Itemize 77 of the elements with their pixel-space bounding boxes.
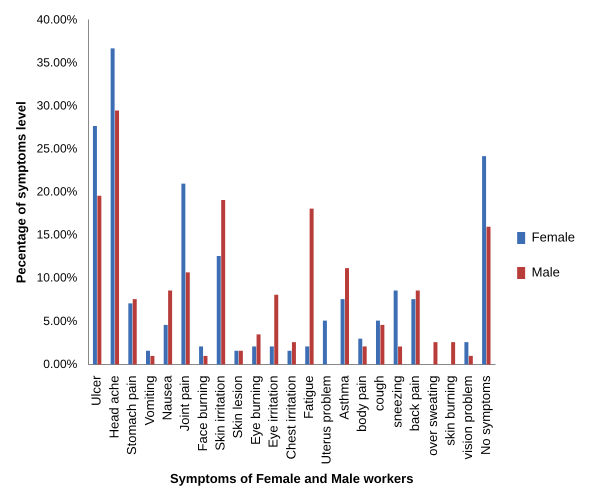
x-tick-label: No symptoms: [478, 375, 493, 455]
x-tick-label: Head ache: [106, 376, 122, 438]
bar: [376, 320, 380, 365]
bar: [482, 156, 486, 365]
bar: [322, 320, 327, 365]
x-tick-label: Uterus problem: [318, 376, 334, 464]
x-tick-label: over sweating: [424, 376, 440, 456]
bar: [380, 324, 384, 365]
bar: [204, 356, 208, 365]
bar: [416, 290, 420, 365]
bar: [238, 350, 243, 365]
bar: [486, 226, 491, 365]
bar: [234, 350, 238, 365]
bar: [252, 346, 256, 365]
bar: [411, 299, 416, 365]
x-tick-label: sneezing: [389, 376, 404, 428]
bar: [168, 290, 172, 365]
bar: [164, 324, 168, 365]
y-tick-label: 5.00%: [43, 314, 78, 328]
x-tick-label: Face burning: [194, 376, 210, 452]
y-tick-label: 30.00%: [36, 98, 78, 112]
x-tick-label: Skin lesion: [230, 376, 246, 438]
bar: [92, 126, 97, 365]
bar: [288, 350, 292, 365]
y-tick-label: 0.00%: [43, 356, 78, 371]
bar: [256, 334, 261, 365]
bar: [146, 350, 150, 365]
x-tick-label: body pain: [354, 376, 370, 432]
bar: [186, 272, 190, 365]
y-tick-label: 25.00%: [36, 142, 78, 156]
x-tick-label: back pain: [407, 376, 422, 432]
bar: [464, 342, 468, 365]
x-tick-label: Eye irritation: [266, 376, 281, 448]
bar: [394, 290, 398, 365]
bar: [150, 356, 154, 365]
x-tick-label: Vomiting: [142, 376, 157, 426]
bar: [345, 268, 349, 365]
bar: [310, 208, 314, 365]
x-tick-label: cough: [372, 376, 387, 411]
x-tick-label: skin burning: [442, 376, 458, 446]
bar: [97, 196, 102, 365]
x-tick-label: Ulcer: [88, 374, 104, 406]
y-tick-label: 20.00%: [36, 184, 78, 199]
y-axis-title: Pecentage of symptoms level: [13, 101, 28, 284]
bar: [358, 338, 362, 365]
bar: [128, 303, 132, 365]
bar: [468, 356, 473, 365]
bar: [221, 200, 226, 365]
x-tick-label: vision problem: [460, 376, 476, 460]
bar: [132, 299, 137, 365]
bar: [110, 48, 115, 365]
y-tick-label: 35.00%: [36, 55, 78, 70]
y-tick-label: 40.00%: [36, 12, 78, 26]
bar: [362, 346, 367, 365]
y-tick-label: 15.00%: [36, 228, 78, 242]
bar: [292, 342, 296, 365]
bar: [270, 346, 274, 365]
bar: [115, 110, 120, 365]
bar: [305, 346, 310, 365]
x-tick-label: Joint pain: [177, 376, 192, 432]
x-tick-label: Skin irritation: [212, 376, 228, 451]
x-tick-label: Chest irritation: [283, 376, 298, 460]
x-tick-label: Eye burning: [248, 376, 263, 445]
x-tick-label: Nausea: [159, 374, 174, 420]
bar: [199, 346, 204, 365]
y-tick-label: 10.00%: [36, 270, 78, 285]
x-tick-label: Asthma: [336, 374, 352, 420]
x-tick-label: Fatigue: [300, 376, 316, 419]
x-axis-title: Symptoms of Female and Male workers: [170, 470, 414, 486]
bar: [451, 342, 456, 365]
bar: [181, 184, 186, 365]
legend-label: Female: [532, 230, 576, 245]
bar: [433, 342, 438, 365]
bar: [340, 299, 345, 365]
x-tick-label: Stomach pain: [124, 376, 140, 456]
legend-label: Male: [532, 264, 560, 280]
bar: [398, 346, 402, 365]
